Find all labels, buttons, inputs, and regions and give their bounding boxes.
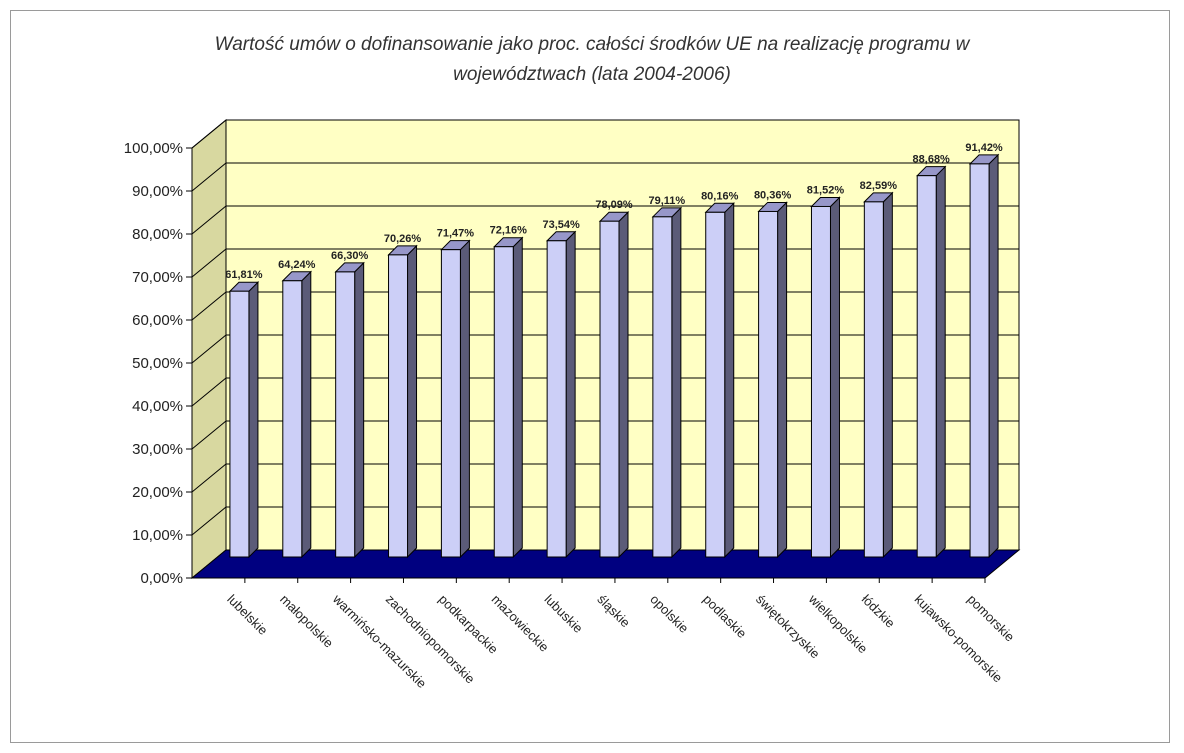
data-label: 66,30%	[331, 250, 369, 262]
chart-title-line1: Wartość umów o dofinansowanie jako proc.…	[214, 34, 970, 55]
chart-title: Wartość umów o dofinansowanie jako proc.…	[0, 30, 1184, 90]
y-tick-label: 90,00%	[132, 183, 183, 200]
bar-side	[829, 196, 840, 559]
data-label: 64,24%	[278, 259, 316, 271]
y-tick-label: 100,00%	[124, 140, 183, 157]
bar-side	[354, 261, 365, 559]
chart-title-line2: województwach (lata 2004-2006)	[453, 64, 731, 85]
y-tick-label: 30,00%	[132, 441, 183, 458]
bar	[388, 254, 409, 558]
bar-side	[565, 230, 576, 559]
bar	[652, 216, 673, 558]
data-label: 61,81%	[225, 269, 263, 281]
bar-side	[512, 236, 523, 559]
gridline	[191, 291, 1019, 321]
category-label: kujawsko-pomorskie	[912, 592, 1006, 686]
category-label: opolskie	[647, 592, 691, 636]
bar	[229, 290, 250, 558]
bar-side	[724, 202, 735, 559]
data-label: 81,52%	[807, 184, 845, 196]
data-label: 88,68%	[913, 154, 951, 166]
data-label: 80,16%	[701, 190, 739, 202]
category-label: pomorskie	[964, 592, 1017, 645]
category-label: zachodniopomorskie	[383, 592, 478, 687]
data-label: 79,11%	[649, 195, 686, 207]
category-label: małopolskie	[277, 592, 336, 651]
bar-side	[882, 191, 893, 559]
bar	[493, 246, 514, 558]
bar	[282, 280, 303, 558]
gridline	[191, 205, 1019, 235]
data-label: 73,54%	[542, 219, 580, 231]
bar-side	[935, 165, 946, 559]
bar	[335, 271, 356, 558]
bar-side	[618, 211, 629, 559]
bar-side	[671, 206, 682, 559]
bar-side	[459, 239, 470, 559]
bar	[863, 201, 884, 558]
bar	[546, 240, 567, 558]
gridline	[191, 334, 1019, 364]
data-label: 71,47%	[437, 228, 475, 240]
gridline	[191, 463, 1019, 493]
bar	[969, 163, 990, 558]
bar	[916, 175, 937, 558]
category-label: lubuskie	[542, 592, 586, 636]
bar	[599, 220, 620, 558]
bar	[758, 210, 779, 558]
category-label: lubelskie	[224, 592, 270, 638]
bar-side	[301, 270, 312, 559]
y-tick-label: 20,00%	[132, 484, 183, 501]
gridline	[191, 119, 1019, 149]
bar-side	[407, 244, 418, 559]
bar-side	[988, 153, 999, 559]
category-label: śląskie	[594, 592, 633, 631]
bar	[705, 211, 726, 558]
gridline	[191, 162, 1019, 192]
gridline	[191, 377, 1019, 407]
y-tick-label: 80,00%	[132, 226, 183, 243]
y-tick-label: 70,00%	[132, 269, 183, 286]
gridline	[191, 248, 1019, 278]
y-tick-label: 0,00%	[140, 570, 183, 587]
data-label: 78,09%	[595, 199, 633, 211]
data-label: 72,16%	[490, 225, 528, 237]
data-label: 80,36%	[754, 189, 792, 201]
y-tick-label: 10,00%	[132, 527, 183, 544]
gridline	[191, 420, 1019, 450]
category-label: łódzkie	[859, 592, 898, 631]
data-label: 70,26%	[384, 233, 422, 245]
data-label: 91,42%	[965, 142, 1003, 154]
y-tick-label: 50,00%	[132, 355, 183, 372]
bar-side	[777, 201, 788, 559]
bar	[810, 205, 831, 558]
gridline	[191, 506, 1019, 536]
y-tick-label: 40,00%	[132, 398, 183, 415]
category-label: warmińsko-mazurskie	[329, 591, 429, 691]
y-tick-label: 60,00%	[132, 312, 183, 329]
bar-side	[248, 281, 259, 559]
bar	[440, 249, 461, 558]
category-label: podlaskie	[700, 592, 749, 641]
data-label: 82,59%	[860, 180, 898, 192]
